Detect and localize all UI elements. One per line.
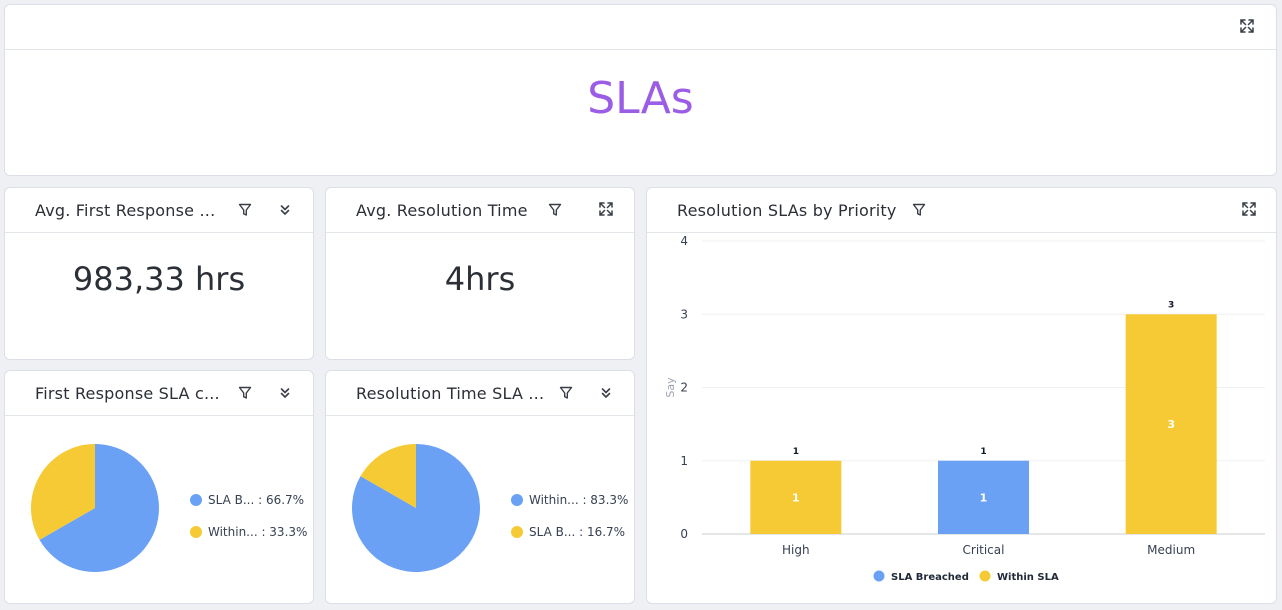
legend-swatch <box>511 526 523 538</box>
x-tick-label: High <box>782 543 810 557</box>
filter-icon[interactable] <box>547 202 563 218</box>
y-tick-label: 0 <box>680 527 688 541</box>
filter-icon[interactable] <box>237 202 253 218</box>
legend-label: SLA B... : 66.7% <box>208 493 305 507</box>
bar[interactable] <box>750 460 842 534</box>
pie-chart <box>352 444 480 572</box>
legend-item[interactable]: Within... : 83.3% <box>511 493 628 507</box>
bar-total-label: 1 <box>793 447 799 457</box>
bar[interactable] <box>938 460 1029 534</box>
legend-item[interactable]: Within... : 33.3% <box>190 525 307 539</box>
avg-resolution-card: Avg. Resolution Time 4hrs <box>325 187 635 360</box>
bar-value-label: 3 <box>1167 418 1175 431</box>
page-title: SLAs <box>587 73 694 124</box>
pie-chart <box>30 444 159 572</box>
legend-label[interactable]: SLA Breached <box>891 572 969 583</box>
expand-icon[interactable] <box>598 201 614 217</box>
bar-total-label: 3 <box>1168 300 1174 310</box>
card-header: Avg. First Response ... <box>5 188 313 233</box>
resolution-by-priority-card: Resolution SLAs by Priority 0 1 2 3 4 Say 1 1 Hi… <box>646 187 1277 604</box>
legend-label: SLA B... : 16.7% <box>529 525 626 539</box>
y-tick-label: 2 <box>680 381 688 395</box>
legend-label[interactable]: Within SLA <box>997 572 1059 583</box>
card-title: Avg. First Response ... <box>35 201 216 220</box>
expand-icon[interactable] <box>1241 201 1257 217</box>
card-header: First Response SLA c... <box>5 371 313 416</box>
legend-swatch[interactable] <box>873 570 885 582</box>
y-tick-label: 3 <box>680 307 688 321</box>
filter-icon[interactable] <box>237 385 253 401</box>
chevrons-down-icon[interactable] <box>598 385 614 401</box>
first-response-sla-card: First Response SLA c... SLA B... : 66.7%… <box>4 370 314 604</box>
filter-icon[interactable] <box>558 385 574 401</box>
legend-swatch <box>190 494 202 506</box>
card-header: Avg. Resolution Time <box>326 188 634 233</box>
kpi-value: 983,33 hrs <box>72 260 246 298</box>
card-title: Avg. Resolution Time <box>356 201 528 220</box>
pie-slice[interactable] <box>39 444 159 572</box>
legend-swatch <box>190 526 202 538</box>
banner-card: SLAs <box>4 4 1277 176</box>
kpi-value: 4hrs <box>444 260 516 298</box>
card-header: Resolution Time SLA ... <box>326 371 634 416</box>
pie-slice[interactable] <box>360 444 416 508</box>
bar[interactable] <box>1125 314 1217 534</box>
avg-first-response-card: Avg. First Response ... 983,33 hrs <box>4 187 314 360</box>
bar-chart: 0 1 2 3 4 Say 1 1 High 1 1 Critical 3 3 Medium SLA Brea… <box>664 234 1265 583</box>
legend-swatch <box>511 494 523 506</box>
card-title: Resolution Time SLA ... <box>356 384 545 403</box>
chevrons-down-icon[interactable] <box>277 385 293 401</box>
legend-swatch[interactable] <box>979 570 991 582</box>
x-tick-label: Critical <box>963 543 1005 557</box>
x-tick-label: Medium <box>1147 543 1195 557</box>
bar-value-label: 1 <box>980 491 988 504</box>
expand-icon[interactable] <box>1239 18 1255 34</box>
resolution-time-sla-card: Resolution Time SLA ... Within... : 83.3… <box>325 370 635 604</box>
pie-slice[interactable] <box>30 444 95 540</box>
legend-item[interactable]: SLA B... : 16.7% <box>511 525 625 539</box>
bar-total-label: 1 <box>980 447 986 457</box>
legend-label: Within... : 33.3% <box>208 525 308 539</box>
y-axis-label: Say <box>664 377 677 398</box>
bar-value-label: 1 <box>792 491 800 504</box>
banner-header <box>5 5 1276 50</box>
chevrons-down-icon[interactable] <box>277 202 293 218</box>
card-title: Resolution SLAs by Priority <box>677 201 897 220</box>
card-title: First Response SLA c... <box>35 384 220 403</box>
y-tick-label: 4 <box>680 234 688 248</box>
card-header: Resolution SLAs by Priority <box>647 188 1276 233</box>
legend-item[interactable]: SLA B... : 66.7% <box>190 493 304 507</box>
filter-icon[interactable] <box>911 202 927 218</box>
y-tick-label: 1 <box>680 454 688 468</box>
legend-label: Within... : 83.3% <box>529 493 629 507</box>
